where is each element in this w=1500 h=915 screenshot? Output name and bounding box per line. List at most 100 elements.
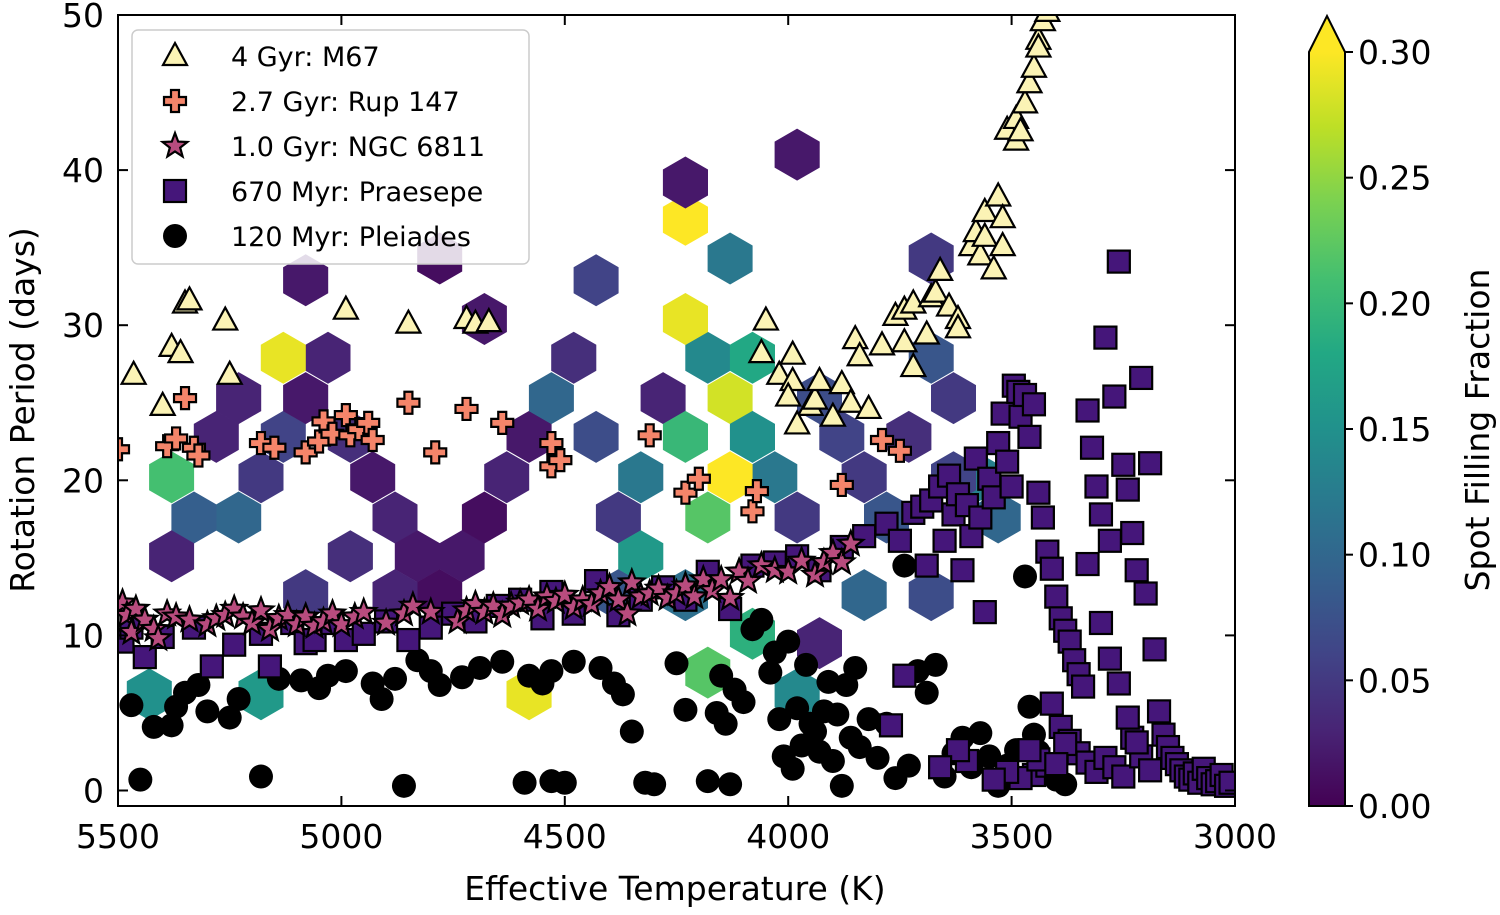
data-point-square xyxy=(1097,646,1122,671)
data-point-square xyxy=(981,767,1006,792)
data-point-plus xyxy=(548,448,573,473)
hexbin-cell xyxy=(841,569,887,622)
data-point-circle xyxy=(248,764,273,789)
data-point-circle xyxy=(159,713,184,738)
data-point-star xyxy=(415,595,447,626)
data-point-square xyxy=(1075,551,1100,577)
legend-label: 2.7 Gyr: Rup 147 xyxy=(231,87,460,118)
data-point-square xyxy=(1218,770,1235,795)
data-point-triangle xyxy=(1015,67,1044,94)
data-point-circle xyxy=(195,699,220,724)
legend-entry: 4 Gyr: M67 xyxy=(161,40,380,73)
data-point-circle xyxy=(780,756,805,781)
data-point-plus xyxy=(262,435,287,460)
data-point-square xyxy=(1075,398,1100,423)
data-point-plus xyxy=(490,410,515,436)
data-point-circle xyxy=(785,696,810,721)
data-point-plus xyxy=(423,440,448,465)
data-point-circle xyxy=(588,655,613,680)
data-point-triangle xyxy=(944,313,972,339)
colorbar-tick-label: 0.05 xyxy=(1358,661,1431,700)
data-point-circle xyxy=(128,767,153,792)
hexbin-cell xyxy=(327,530,373,583)
data-point-circle xyxy=(914,680,939,705)
hexbin-cell xyxy=(662,156,708,209)
data-point-square xyxy=(1097,528,1122,553)
data-point-circle xyxy=(369,686,394,711)
data-point-triangle xyxy=(966,240,995,266)
data-point-circle xyxy=(141,714,166,739)
data-point-square xyxy=(1039,556,1064,581)
data-point-square xyxy=(1017,738,1042,763)
hexbin-cell xyxy=(551,331,597,384)
data-point-triangle xyxy=(778,339,807,365)
data-point-square xyxy=(1146,699,1172,724)
legend: 4 Gyr: M67 2.7 Gyr: Rup 147 1.0 Gyr: NGC 6… xyxy=(131,29,530,265)
hexbin-cell xyxy=(216,372,262,425)
data-point-triangle xyxy=(474,306,503,333)
data-point-star xyxy=(826,546,858,576)
axes-layer: 5500 5000 4500 4000 3500 3000 0 10 20 30 40 50 xyxy=(62,0,1277,856)
data-point-circle xyxy=(843,655,868,680)
data-point-triangle xyxy=(984,181,1013,207)
x-axis-label: Effective Temperature (K) xyxy=(464,869,885,908)
data-point-square xyxy=(887,528,913,553)
data-point-plus xyxy=(320,421,345,446)
colorbar-tick-label: 0.25 xyxy=(1358,159,1431,198)
data-point-plus xyxy=(829,472,854,498)
data-point-square xyxy=(1106,249,1131,274)
data-point-square xyxy=(968,505,993,530)
data-point-square xyxy=(1138,758,1163,783)
colorbar-tick-label: 0.10 xyxy=(1358,536,1431,575)
data-point-square xyxy=(1044,584,1069,609)
data-point-circle xyxy=(847,735,872,760)
data-point-plus xyxy=(293,440,318,465)
data-point-plus xyxy=(869,427,895,453)
data-point-triangle xyxy=(1024,32,1053,58)
data-point-star xyxy=(786,544,817,575)
data-point-square xyxy=(1053,731,1078,757)
data-point-triangle xyxy=(765,359,794,385)
data-point-circle xyxy=(767,707,792,732)
data-point-square xyxy=(972,600,997,625)
y-tick-label: 40 xyxy=(62,151,104,190)
data-point-triangle xyxy=(119,359,148,385)
hexbin-cell xyxy=(394,530,440,583)
data-point-star xyxy=(679,580,710,610)
data-point-triangle xyxy=(1020,52,1048,78)
data-point-circle xyxy=(226,686,251,711)
data-point-square xyxy=(1021,392,1047,417)
data-point-plus xyxy=(740,499,765,524)
data-point-plus xyxy=(118,437,131,462)
data-point-star xyxy=(759,554,791,584)
data-point-circle xyxy=(865,745,890,770)
data-point-circle xyxy=(776,629,801,654)
data-point-triangle xyxy=(747,337,776,364)
data-point-square xyxy=(1111,452,1136,477)
data-point-square xyxy=(1088,502,1114,527)
hexbin-cell xyxy=(372,491,418,544)
data-point-circle xyxy=(829,773,854,798)
data-point-circle xyxy=(552,770,577,795)
hexbin-cell xyxy=(841,451,887,504)
data-point-square xyxy=(999,474,1024,499)
data-point-circle xyxy=(119,693,144,718)
x-tick-label: 5500 xyxy=(76,817,160,856)
data-point-star xyxy=(348,595,380,626)
data-point-square xyxy=(1070,674,1096,699)
data-point-triangle xyxy=(774,381,803,407)
y-axis-label: Rotation Period (days) xyxy=(3,227,42,593)
data-point-square xyxy=(1084,474,1109,499)
colorbar-tick-label: 0.15 xyxy=(1358,410,1431,449)
data-point-circle xyxy=(450,665,475,690)
y-tick-label: 0 xyxy=(83,771,104,810)
data-point-star xyxy=(835,527,867,557)
hexbin-cell xyxy=(640,372,686,425)
data-point-circle xyxy=(383,666,408,691)
data-point-star xyxy=(174,603,205,633)
data-point-plus xyxy=(673,480,698,505)
data-point-square xyxy=(1115,477,1140,502)
hexbin-cell xyxy=(618,530,664,583)
data-point-square xyxy=(1044,752,1069,777)
